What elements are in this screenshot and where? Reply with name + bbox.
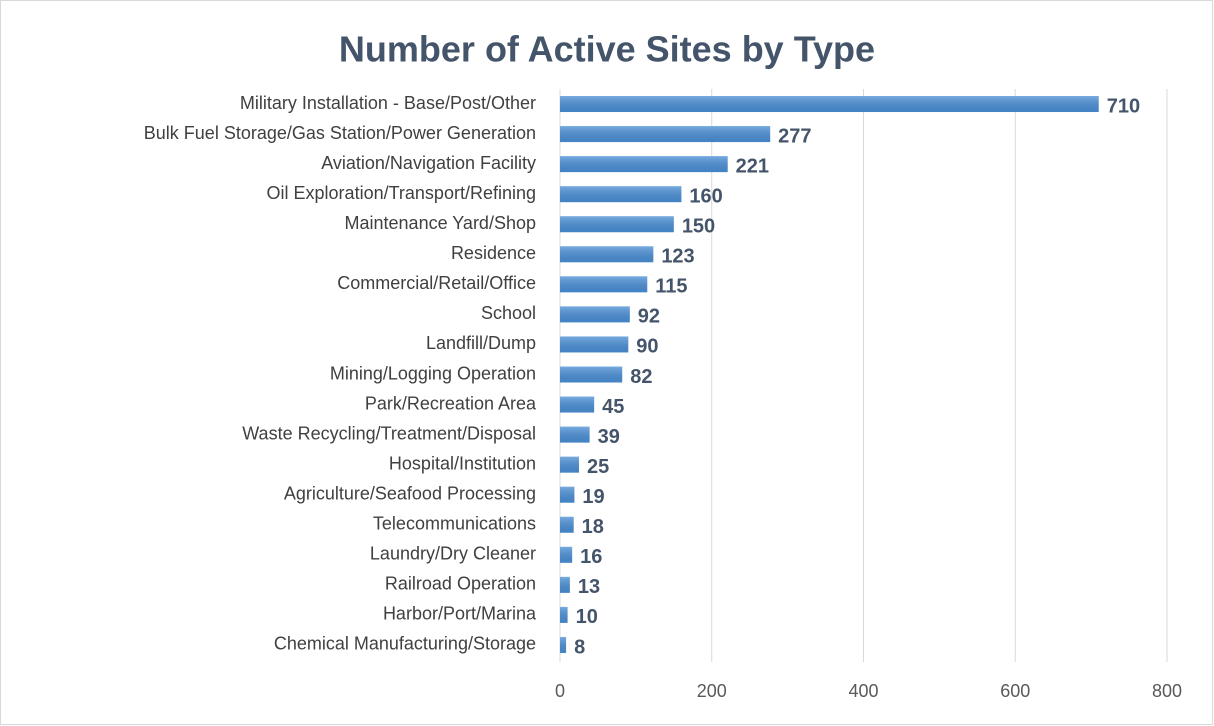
bar <box>560 426 590 443</box>
value-label: 277 <box>778 125 811 147</box>
bar <box>560 516 574 533</box>
bar <box>560 186 682 203</box>
value-label: 19 <box>582 486 604 508</box>
value-label: 160 <box>689 185 722 207</box>
y-tick-label: Military Installation - Base/Post/Other <box>240 93 536 113</box>
bar <box>560 456 579 473</box>
value-label: 90 <box>636 336 658 358</box>
y-tick-label: Mining/Logging Operation <box>330 363 536 383</box>
y-tick-label: Park/Recreation Area <box>365 393 537 413</box>
value-label: 92 <box>638 306 660 328</box>
x-tick-label: 200 <box>697 681 727 701</box>
y-tick-label: Laundry/Dry Cleaner <box>370 544 536 564</box>
bar <box>560 636 567 653</box>
x-tick-label: 0 <box>555 681 565 701</box>
bar <box>560 246 654 263</box>
bar <box>560 366 623 383</box>
y-tick-label: Chemical Manufacturing/Storage <box>274 634 536 654</box>
value-label: 16 <box>580 546 602 568</box>
y-tick-label: Commercial/Retail/Office <box>337 273 536 293</box>
chart-title: Number of Active Sites by Type <box>339 29 875 70</box>
y-tick-label: Railroad Operation <box>385 574 536 594</box>
y-tick-label: Agriculture/Seafood Processing <box>284 483 536 503</box>
y-tick-label: Residence <box>451 243 536 263</box>
bar <box>560 606 568 623</box>
y-tick-label: Aviation/Navigation Facility <box>321 153 536 173</box>
bar <box>560 216 674 233</box>
bar <box>560 336 629 353</box>
y-tick-label: Harbor/Port/Marina <box>383 604 537 624</box>
value-label: 18 <box>582 516 604 538</box>
x-tick-label: 800 <box>1152 681 1182 701</box>
bar <box>560 396 595 413</box>
value-label: 150 <box>682 216 715 238</box>
value-label: 25 <box>587 456 609 478</box>
value-label: 115 <box>655 276 687 298</box>
y-tick-label: Maintenance Yard/Shop <box>345 213 536 233</box>
value-label: 13 <box>578 576 600 598</box>
value-label: 45 <box>602 396 624 418</box>
value-label: 10 <box>576 606 598 628</box>
bar <box>560 276 648 293</box>
value-label: 39 <box>598 426 620 448</box>
value-label: 82 <box>630 366 652 388</box>
value-label: 123 <box>661 246 694 268</box>
bar <box>560 306 630 323</box>
x-tick-label: 400 <box>848 681 878 701</box>
y-tick-label: Bulk Fuel Storage/Gas Station/Power Gene… <box>144 123 536 143</box>
y-tick-label: Oil Exploration/Transport/Refining <box>267 183 536 203</box>
y-tick-label: Telecommunications <box>373 514 536 534</box>
bar <box>560 576 570 593</box>
value-label: 710 <box>1107 95 1140 117</box>
bar <box>560 156 728 173</box>
y-tick-label: Landfill/Dump <box>426 333 536 353</box>
bar <box>560 96 1099 113</box>
bar <box>560 486 575 503</box>
y-tick-label: Waste Recycling/Treatment/Disposal <box>242 423 536 443</box>
y-tick-label: Hospital/Institution <box>389 453 536 473</box>
y-tick-label: School <box>481 303 536 323</box>
bar <box>560 546 573 563</box>
value-label: 8 <box>574 636 585 658</box>
x-tick-label: 600 <box>1000 681 1030 701</box>
value-label: 221 <box>736 155 769 177</box>
bar <box>560 126 771 143</box>
